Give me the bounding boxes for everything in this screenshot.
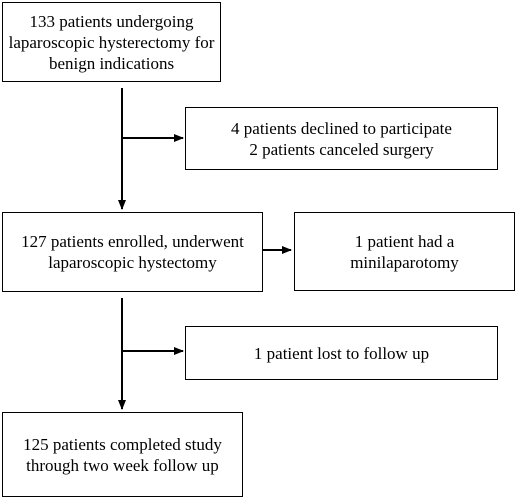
- minilaparotomy-box: 1 patient had a minilaparotomy: [294, 212, 515, 291]
- minilaparotomy-line-1: 1 patient had a: [354, 231, 455, 251]
- screened-line-1: 133 patients undergoing: [29, 11, 194, 31]
- enrolled-line-1: 127 patients enrolled, underwent: [21, 232, 244, 251]
- excluded-box: 4 patients declined to participate 2 pat…: [185, 107, 498, 170]
- completed-line-1: 125 patients completed study: [23, 434, 222, 454]
- screened-line-2: laparoscopic hysterectomy for: [8, 32, 215, 52]
- screened-line-3: benign indications: [48, 53, 175, 73]
- completed-line-2: through two week follow up: [26, 455, 219, 475]
- completed-box: 125 patients completed study through two…: [2, 412, 243, 497]
- excluded-line-1: 4 patients declined to participate: [231, 118, 452, 138]
- lost-to-follow-up-box: 1 patient lost to follow up: [185, 326, 498, 380]
- screened-box: 133 patients undergoing laparoscopic hys…: [2, 2, 221, 82]
- enrolled-box: 127 patients enrolled, underwent laparos…: [2, 212, 263, 292]
- minilaparotomy-line-2: minilaparotomy: [350, 252, 459, 272]
- excluded-line-2: 2 patients canceled surgery: [249, 139, 434, 159]
- enrolled-line-2: laparoscopic hystectomy: [48, 253, 217, 272]
- lost-line-1: 1 patient lost to follow up: [253, 343, 430, 363]
